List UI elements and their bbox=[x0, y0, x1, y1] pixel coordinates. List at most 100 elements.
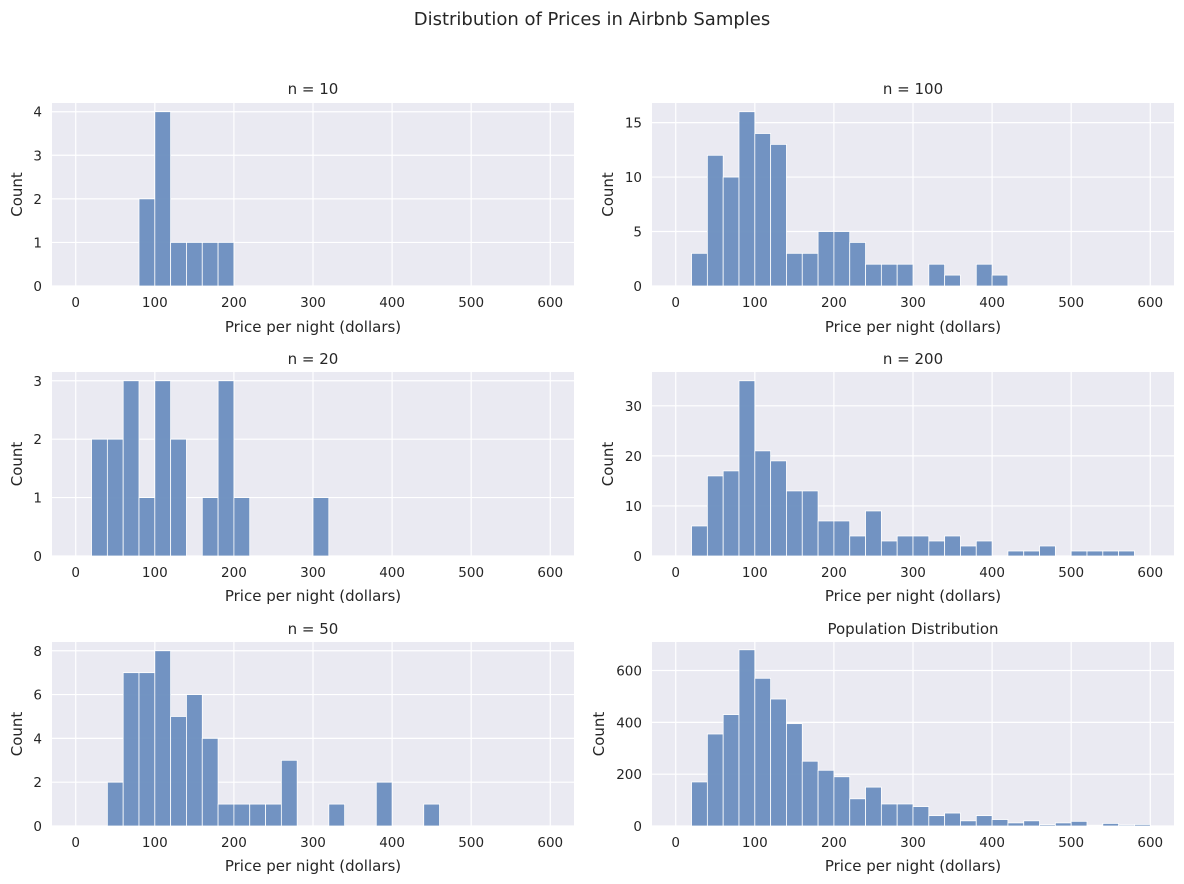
histogram-bar bbox=[1054, 822, 1072, 827]
x-tick-label: 500 bbox=[458, 835, 484, 851]
histogram-bar bbox=[233, 803, 251, 827]
subplot-title: n = 50 bbox=[288, 620, 339, 638]
x-tick-label: 300 bbox=[300, 565, 326, 581]
x-tick-label: 400 bbox=[379, 835, 405, 851]
histogram-bar bbox=[1070, 550, 1088, 557]
x-tick-label: 600 bbox=[1137, 835, 1163, 851]
histogram-bar bbox=[849, 535, 866, 557]
subplot-title: n = 10 bbox=[288, 80, 339, 98]
histogram-bar bbox=[754, 450, 772, 557]
subplot-n-200: n = 200 Price per night (dollars) Count … bbox=[599, 350, 1174, 605]
histogram-bar bbox=[786, 723, 803, 827]
histogram-bar bbox=[801, 490, 819, 557]
histogram-bar bbox=[865, 263, 882, 287]
histogram-bar bbox=[312, 497, 330, 557]
y-axis-label: Count bbox=[599, 442, 617, 487]
histogram-bar bbox=[849, 798, 866, 827]
subplot-title: n = 200 bbox=[883, 350, 943, 368]
histogram-bar bbox=[865, 786, 882, 827]
histogram-bar bbox=[217, 803, 235, 827]
x-tick-label: 500 bbox=[458, 565, 484, 581]
histogram-bar bbox=[1007, 550, 1025, 557]
y-tick-label: 600 bbox=[616, 664, 642, 680]
y-tick-label: 10 bbox=[625, 170, 642, 186]
histogram-bar bbox=[991, 274, 1009, 287]
histogram-bar bbox=[706, 154, 724, 287]
histogram-bar bbox=[201, 242, 219, 287]
histogram-bar bbox=[122, 672, 140, 827]
x-tick-label: 200 bbox=[821, 295, 847, 311]
x-tick-label: 200 bbox=[821, 565, 847, 581]
histogram-bar bbox=[991, 819, 1009, 827]
x-tick-label: 600 bbox=[1137, 295, 1163, 311]
histogram-bar bbox=[280, 759, 298, 827]
histogram-bar bbox=[912, 535, 930, 557]
histogram-bar bbox=[106, 438, 124, 557]
histogram-bar bbox=[375, 781, 393, 827]
histogram-bar bbox=[233, 497, 251, 557]
y-tick-label: 4 bbox=[33, 105, 42, 121]
x-tick-label: 500 bbox=[458, 295, 484, 311]
x-tick-label: 0 bbox=[671, 295, 680, 311]
y-axis-label: Count bbox=[8, 442, 26, 487]
histogram-bar bbox=[817, 520, 835, 557]
x-tick-label: 600 bbox=[537, 565, 563, 581]
y-tick-label: 30 bbox=[625, 399, 642, 415]
histogram-bar bbox=[1023, 820, 1040, 827]
histogram-bar bbox=[1039, 824, 1056, 827]
histogram-bar bbox=[170, 438, 187, 557]
histogram-bar bbox=[833, 776, 851, 827]
y-axis-label: Count bbox=[599, 172, 617, 217]
histogram-bar bbox=[738, 380, 756, 557]
histogram-bar bbox=[1118, 550, 1135, 557]
histogram-bar bbox=[817, 231, 835, 287]
histogram-bar bbox=[960, 820, 977, 827]
histogram-bar bbox=[770, 143, 787, 287]
x-tick-label: 200 bbox=[821, 835, 847, 851]
y-tick-label: 10 bbox=[625, 499, 642, 515]
x-tick-label: 300 bbox=[300, 295, 326, 311]
histogram-bar bbox=[1086, 550, 1104, 557]
histogram-bar bbox=[1086, 824, 1104, 827]
histogram-bar bbox=[801, 252, 819, 287]
histogram-bar bbox=[738, 111, 756, 287]
histogram-bar bbox=[186, 694, 203, 827]
y-tick-label: 20 bbox=[625, 449, 642, 465]
x-tick-label: 0 bbox=[71, 565, 80, 581]
histogram-bar bbox=[880, 263, 898, 287]
histogram-bar bbox=[880, 803, 898, 827]
histogram-bar bbox=[722, 176, 740, 287]
x-tick-label: 400 bbox=[979, 835, 1005, 851]
subplot-population: Population Distribution Price per night … bbox=[590, 620, 1174, 875]
y-axis-label: Count bbox=[8, 712, 26, 757]
histogram-bar bbox=[928, 815, 946, 827]
histogram-bar bbox=[91, 438, 108, 557]
histogram-bar bbox=[896, 535, 914, 557]
subplot-n-20: n = 20 Price per night (dollars) Count 0… bbox=[8, 350, 574, 605]
histogram-bar bbox=[896, 803, 914, 827]
x-tick-label: 300 bbox=[300, 835, 326, 851]
histogram-bar bbox=[738, 649, 756, 827]
histogram-bar bbox=[186, 242, 203, 287]
y-tick-label: 15 bbox=[625, 116, 642, 132]
histogram-bar bbox=[328, 803, 346, 827]
histogram-bar bbox=[944, 535, 961, 557]
histogram-bar bbox=[265, 803, 282, 827]
histogram-bar bbox=[786, 490, 803, 557]
histogram-bar bbox=[201, 737, 219, 827]
histogram-bar bbox=[944, 812, 961, 827]
histogram-bar bbox=[833, 520, 851, 557]
histogram-bar bbox=[201, 497, 219, 557]
histogram-bar bbox=[1023, 550, 1040, 557]
histogram-bar bbox=[722, 714, 740, 827]
y-axis-label: Count bbox=[8, 172, 26, 217]
x-axis-label: Price per night (dollars) bbox=[225, 587, 401, 605]
histogram-bar bbox=[975, 263, 993, 287]
y-tick-label: 1 bbox=[33, 491, 42, 507]
x-tick-label: 100 bbox=[142, 565, 168, 581]
x-tick-label: 600 bbox=[537, 295, 563, 311]
x-axis-label: Price per night (dollars) bbox=[225, 318, 401, 336]
histogram-bar bbox=[975, 815, 993, 827]
x-axis-label: Price per night (dollars) bbox=[825, 318, 1001, 336]
